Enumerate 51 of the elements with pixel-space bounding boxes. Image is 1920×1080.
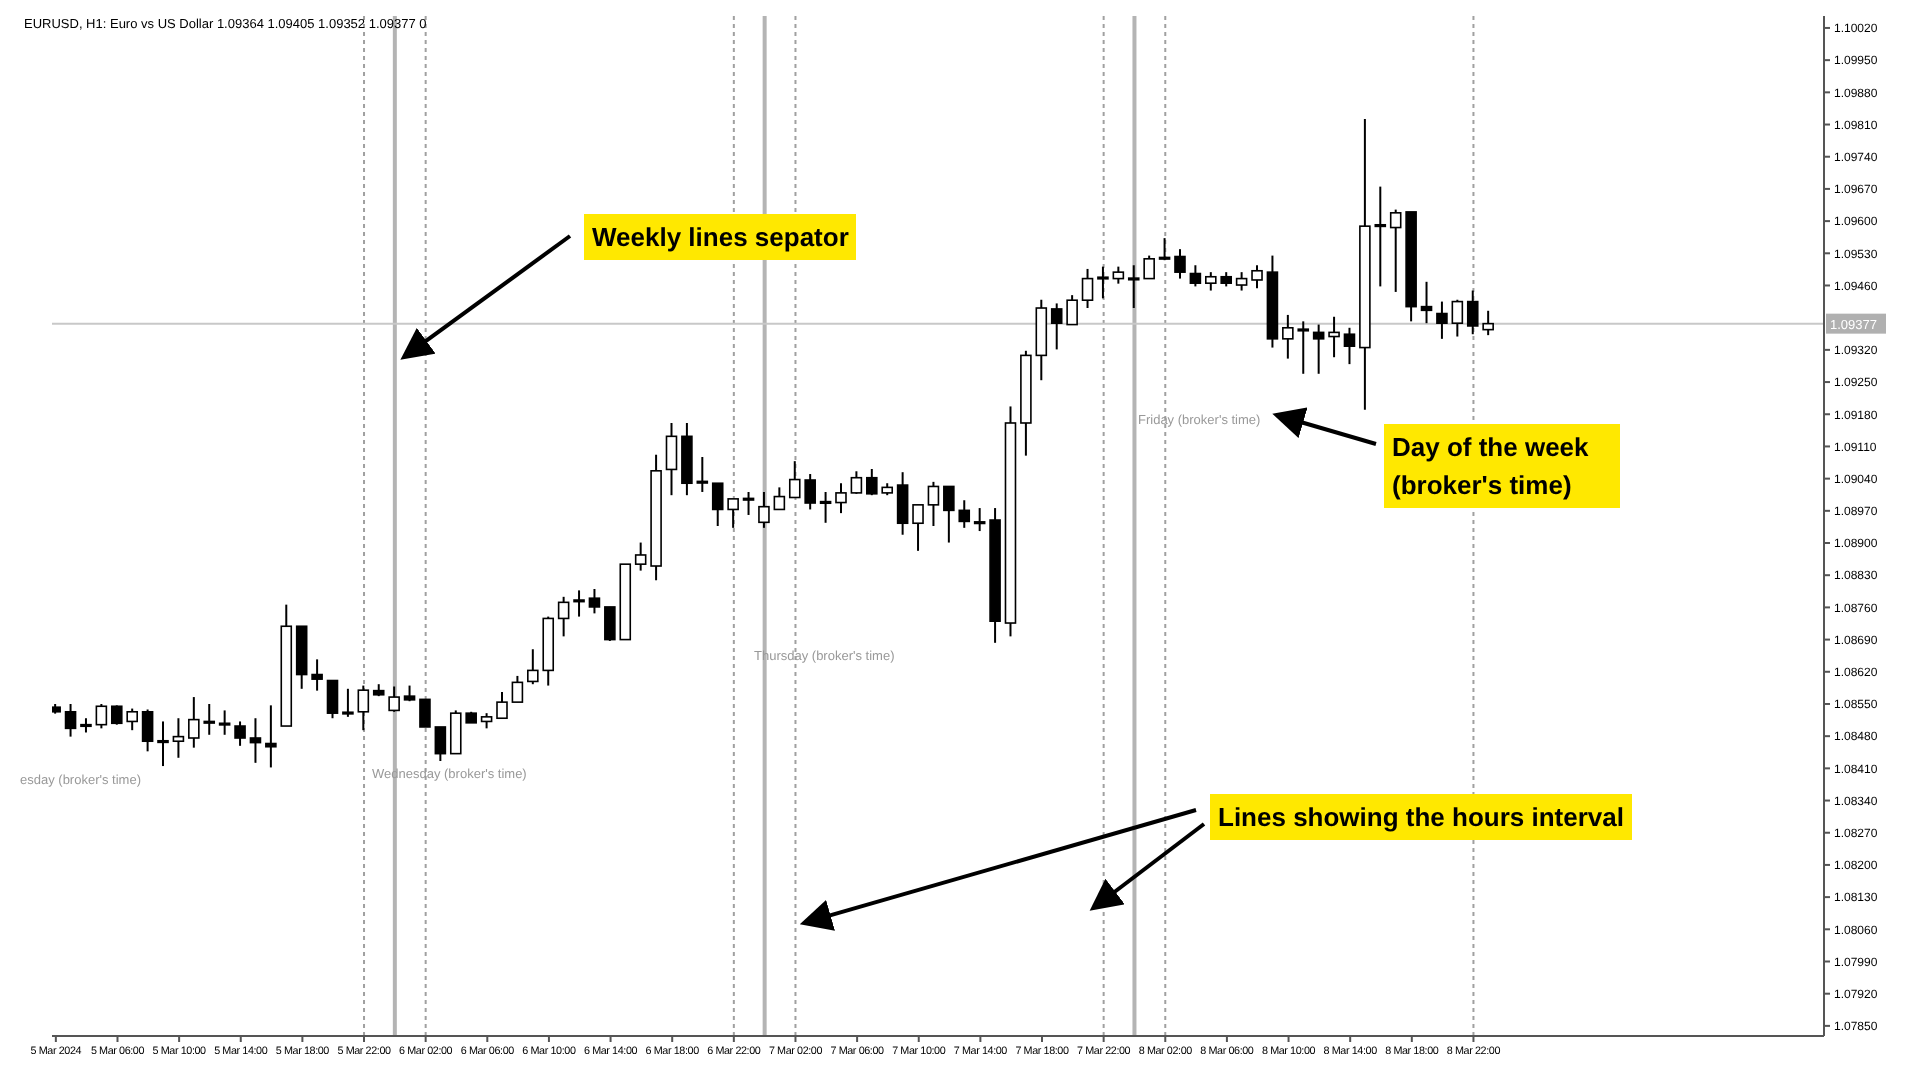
candlestick <box>850 470 863 495</box>
candlestick <box>927 480 940 527</box>
candlestick <box>326 679 339 720</box>
candlestick <box>218 709 231 736</box>
candlestick <box>1343 326 1356 366</box>
candlestick <box>1097 265 1109 300</box>
candlestick <box>665 421 678 497</box>
candlestick <box>1436 300 1448 340</box>
candlestick <box>819 490 832 524</box>
candlestick <box>896 471 909 536</box>
candlestick <box>419 698 431 728</box>
candlestick <box>1189 264 1202 288</box>
candlestick <box>681 421 693 497</box>
candlestick <box>511 674 524 704</box>
candlestick <box>912 503 924 552</box>
candlestick <box>311 658 323 692</box>
candlestick <box>141 708 154 753</box>
candlestick <box>973 507 986 533</box>
candlestick <box>634 541 647 572</box>
annotation: Day of the week (broker's time) <box>1384 424 1620 508</box>
candlestick <box>496 691 508 720</box>
candlestick <box>265 704 277 769</box>
candlestick <box>1174 248 1186 280</box>
candlestick <box>773 486 786 511</box>
candlestick <box>696 456 709 493</box>
candlestick <box>835 482 847 515</box>
candlestick <box>357 684 370 732</box>
candlestick <box>758 490 770 529</box>
candlestick <box>1081 267 1094 310</box>
candlestick <box>1328 315 1340 359</box>
candlestick <box>1420 280 1433 325</box>
candlestick <box>234 720 246 747</box>
candlestick <box>1035 298 1048 382</box>
candlestick <box>1451 298 1464 338</box>
candlestick <box>388 685 400 713</box>
candlestick <box>249 717 262 764</box>
candlestick <box>1312 323 1325 375</box>
candlestick <box>742 490 755 516</box>
annotation: Lines showing the hours interval <box>1210 794 1632 840</box>
candlestick <box>157 720 169 768</box>
candlestick <box>588 588 601 615</box>
candlestick <box>342 687 354 718</box>
candlestick <box>95 702 108 730</box>
candlestick <box>1251 264 1263 290</box>
candlestick <box>1235 271 1248 292</box>
candlestick <box>434 725 447 762</box>
candlestick <box>172 717 185 759</box>
candlestick <box>557 595 570 638</box>
annotation: Weekly lines sepator <box>584 214 857 260</box>
candlestick <box>64 702 77 738</box>
candlestick <box>573 589 585 618</box>
